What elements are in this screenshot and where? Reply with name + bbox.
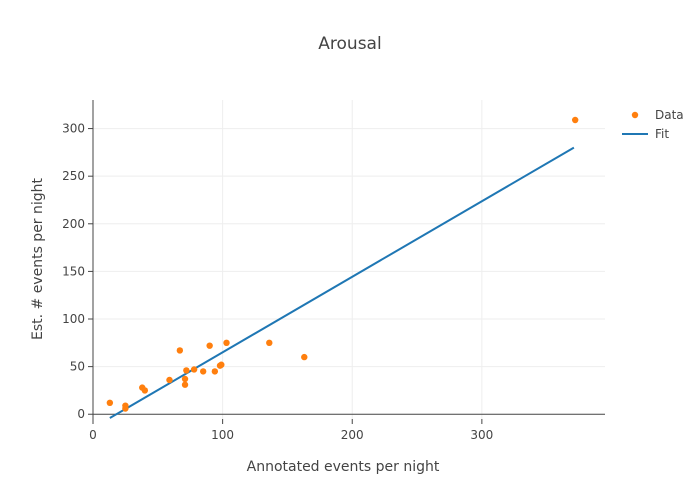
data-point [181, 381, 189, 388]
tick-labels: 0 100 200 300 0 50 100 150 200 250 300 [62, 122, 493, 442]
y-tick-label: 300 [62, 122, 85, 136]
y-tick-label: 250 [62, 169, 85, 183]
legend: Data Fit [622, 108, 684, 141]
data-point [218, 361, 225, 368]
x-tick-label: 200 [341, 428, 364, 442]
data-point [122, 405, 129, 412]
data-point [223, 339, 230, 347]
x-tick-label: 300 [470, 428, 493, 442]
data-point [301, 353, 308, 361]
grid-lines [93, 100, 605, 419]
plot-series [106, 116, 579, 419]
data-point [176, 347, 184, 354]
y-tick-label: 50 [70, 360, 85, 374]
data-point [266, 339, 273, 347]
data-point [166, 376, 173, 384]
data-point [106, 399, 114, 407]
data-point [183, 367, 190, 374]
y-tick-label: 200 [62, 217, 85, 231]
data-point [181, 375, 189, 383]
axes [88, 100, 605, 424]
x-tick-label: 0 [89, 428, 97, 442]
legend-data-symbol [631, 111, 639, 119]
data-point [190, 366, 198, 373]
y-tick-label: 100 [62, 312, 85, 326]
data-point [199, 368, 207, 375]
data-point [206, 342, 213, 349]
data-point [571, 116, 579, 124]
chart-title: Arousal [318, 34, 381, 54]
x-tick-label: 100 [211, 428, 234, 442]
legend-label: Data [655, 108, 684, 122]
y-tick-label: 0 [77, 407, 85, 421]
legend-label: Fit [655, 127, 669, 141]
data-point [141, 387, 149, 394]
y-axis-title: Est. # events per night [30, 177, 46, 340]
x-axis-title: Annotated events per night [247, 459, 440, 475]
data-point [211, 368, 219, 375]
y-tick-label: 150 [62, 264, 85, 278]
